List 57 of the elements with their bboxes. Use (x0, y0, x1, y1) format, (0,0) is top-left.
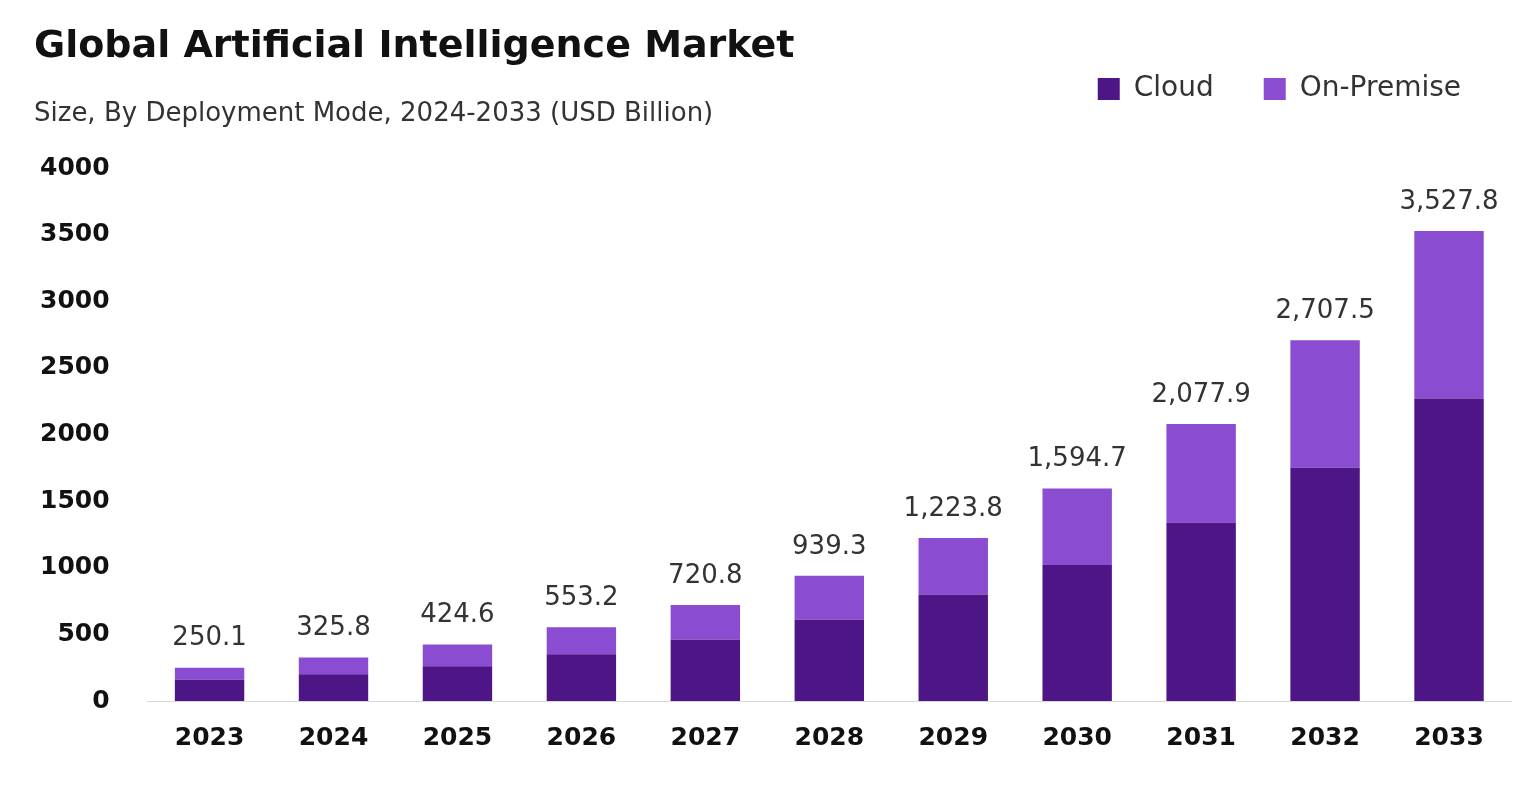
x-tick-label: 2033 (1414, 721, 1484, 751)
total-label: 250.1 (172, 621, 247, 652)
bar (918, 537, 988, 595)
y-tick-label: 500 (57, 617, 110, 647)
bar (1042, 488, 1112, 566)
bar (670, 604, 741, 640)
bar (546, 654, 617, 701)
bar (298, 657, 369, 675)
total-label: 1,594.7 (1027, 442, 1127, 473)
y-tick-label: 4000 (39, 151, 110, 181)
total-label: 553.2 (544, 581, 619, 612)
bar (174, 667, 245, 680)
bar (1414, 230, 1484, 399)
bar (1414, 398, 1484, 701)
total-label: 2,077.9 (1151, 377, 1251, 408)
bar (422, 666, 493, 701)
y-tick-label: 1000 (39, 551, 110, 581)
chart-subtitle: Size, By Deployment Mode, 2024-2033 (USD Billion) (34, 97, 714, 127)
x-tick-label: 2032 (1290, 721, 1360, 751)
total-label: 939.3 (792, 529, 867, 560)
x-tick-label: 2029 (918, 721, 989, 751)
bar (1042, 565, 1112, 701)
y-tick-label: 3000 (39, 284, 110, 314)
y-tick-label: 0 (92, 684, 110, 714)
legend-label: Cloud (1133, 70, 1214, 104)
bar (1166, 522, 1236, 701)
total-label: 424.6 (420, 598, 495, 629)
bar (174, 679, 245, 701)
y-tick-label: 1500 (39, 484, 110, 514)
x-tick-label: 2023 (174, 721, 245, 751)
x-tick-label: 2031 (1166, 721, 1236, 751)
x-tick-label: 2028 (794, 721, 865, 751)
bar (1290, 340, 1360, 468)
x-tick-label: 2030 (1042, 721, 1112, 751)
bar (1290, 467, 1360, 701)
y-tick-label: 2000 (39, 418, 110, 447)
x-tick-label: 2024 (298, 721, 369, 751)
bar (422, 644, 493, 667)
bar (670, 639, 741, 701)
bar (298, 674, 369, 701)
total-label: 3,527.8 (1399, 184, 1499, 215)
chart-title: Global Artificial Intelligence Market (34, 22, 795, 66)
y-tick-label: 3500 (39, 218, 110, 248)
bar (794, 619, 864, 701)
x-tick-label: 2027 (670, 721, 741, 751)
bar (794, 575, 864, 620)
legend-label: On-Premise (1299, 70, 1462, 104)
bar (546, 627, 617, 655)
total-label: 720.8 (668, 558, 743, 589)
y-tick-label: 2500 (39, 351, 110, 381)
x-tick-label: 2026 (546, 721, 617, 751)
bar (1166, 424, 1236, 523)
bar (918, 594, 988, 701)
total-label: 2,707.5 (1275, 293, 1375, 324)
x-tick-label: 2025 (422, 721, 493, 751)
total-label: 1,223.8 (903, 491, 1003, 522)
total-label: 325.8 (296, 611, 371, 642)
